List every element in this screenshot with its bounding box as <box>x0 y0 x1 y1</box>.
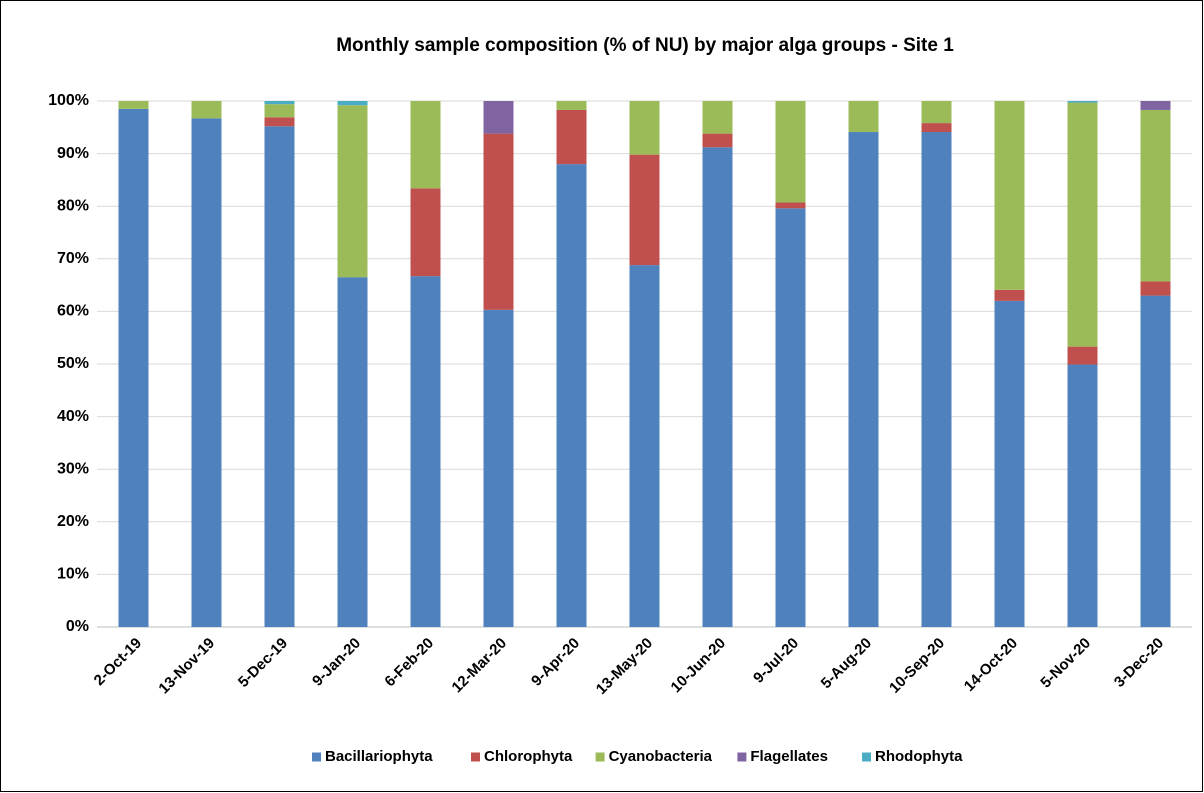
bar-segment <box>1067 364 1098 627</box>
bar-segment <box>629 101 660 155</box>
bar-segment <box>118 108 149 627</box>
bar-segment <box>483 133 514 310</box>
y-tick-label: 0% <box>66 618 89 635</box>
bar-segment <box>264 104 295 118</box>
y-tick-label: 90% <box>57 145 89 162</box>
bar-segment <box>191 101 222 119</box>
bar-segment <box>921 132 952 627</box>
bar-segment <box>264 117 295 127</box>
bar-segment <box>1140 109 1171 282</box>
bar-segment <box>337 101 368 106</box>
bar-segment <box>775 101 806 203</box>
bar-segment <box>629 265 660 627</box>
bar-segment <box>994 289 1025 301</box>
y-tick-label: 60% <box>57 303 89 320</box>
y-tick-label: 70% <box>57 250 89 267</box>
legend-swatch <box>737 752 747 762</box>
y-tick-label: 100% <box>48 92 89 109</box>
bar-segment <box>1140 101 1171 110</box>
bar-segment <box>556 164 587 627</box>
y-tick-label: 50% <box>57 355 89 372</box>
bar-segment <box>483 309 514 627</box>
legend: Bacillariophyta Chlorophyta Cyanobacteria F… <box>312 748 963 765</box>
chart-title: Monthly sample composition (% of NU) by … <box>336 35 954 56</box>
bar-segment <box>483 101 514 134</box>
bar-segment <box>702 101 733 134</box>
bar-segment <box>1067 101 1098 103</box>
bar-segment <box>1067 102 1098 347</box>
y-tick-label: 20% <box>57 513 89 530</box>
legend-label: Flagellates <box>750 748 828 765</box>
bar-segment <box>629 154 660 266</box>
legend-label: Bacillariophyta <box>325 748 433 765</box>
y-tick-label: 40% <box>57 408 89 425</box>
bar-segment <box>1140 281 1171 296</box>
bar-segment <box>921 101 952 124</box>
bar-segment <box>702 147 733 627</box>
bar-segment <box>337 277 368 627</box>
bar-segment <box>264 126 295 628</box>
legend-swatch <box>312 752 321 762</box>
bar-segment <box>994 300 1025 627</box>
y-tick-label: 80% <box>57 197 89 214</box>
bar-segment <box>848 101 879 133</box>
bar-segment <box>1067 346 1098 365</box>
bar-segment <box>775 202 806 209</box>
bar-segment <box>556 101 587 110</box>
bar-segment <box>702 133 733 148</box>
bar-segment <box>410 276 441 627</box>
bar-segment <box>556 109 587 165</box>
bar-segment <box>191 118 222 627</box>
legend-label: Cyanobacteria <box>609 748 713 765</box>
bar-segment <box>410 101 441 189</box>
bar-segment <box>848 132 879 627</box>
bar-segment <box>337 105 368 278</box>
legend-label: Rhodophyta <box>875 748 963 765</box>
bar-segment <box>994 101 1025 290</box>
legend-swatch <box>595 752 605 762</box>
legend-label: Chlorophyta <box>484 748 573 765</box>
bar-segment <box>410 188 441 277</box>
y-tick-label: 10% <box>57 566 89 583</box>
bar-segment <box>1140 295 1171 627</box>
bar-segment <box>775 208 806 627</box>
legend-swatch <box>471 752 480 762</box>
bar-segment <box>118 101 149 109</box>
bar-segment <box>921 123 952 133</box>
legend-swatch <box>862 752 871 762</box>
y-tick-label: 30% <box>57 460 89 477</box>
bar-segment <box>264 101 295 105</box>
